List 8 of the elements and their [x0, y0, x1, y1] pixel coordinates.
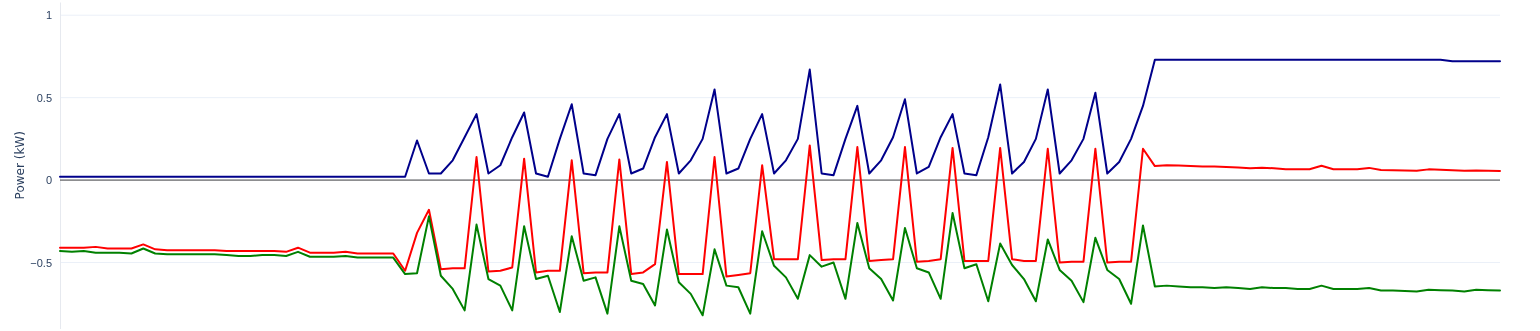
y-tick-label: 1 — [45, 9, 52, 22]
line-series — [59, 58, 1501, 178]
line-series — [59, 144, 1501, 278]
y-tick-label: 0.5 — [36, 91, 52, 104]
y-tick-label: −0.5 — [30, 256, 52, 269]
y-axis-title: Power (kW) — [13, 131, 27, 200]
line-series — [59, 212, 1501, 317]
y-tick-label: 0 — [45, 174, 52, 187]
